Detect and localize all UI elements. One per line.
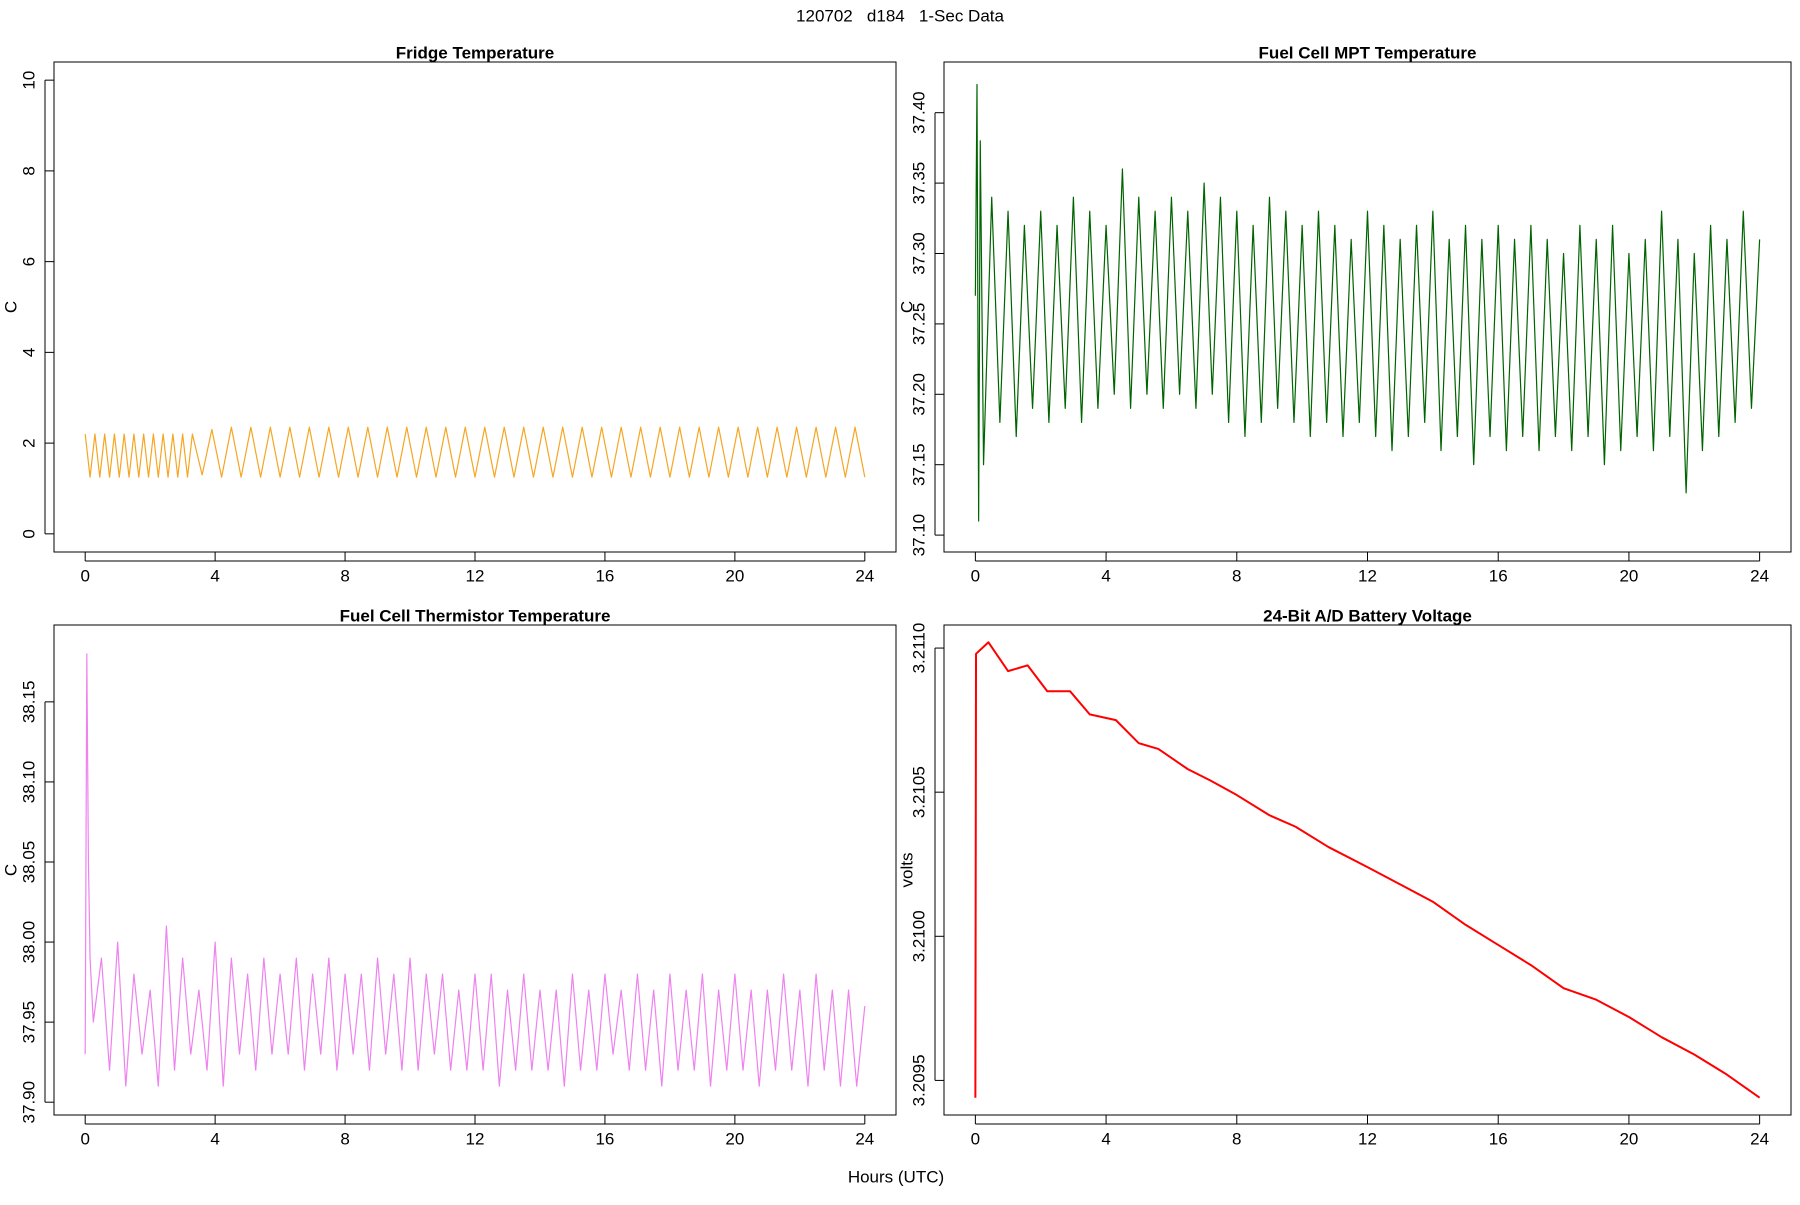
data-line bbox=[84, 426, 866, 478]
panel-title: 24-Bit A/D Battery Voltage bbox=[1263, 606, 1472, 625]
data-line bbox=[974, 641, 1761, 1099]
y-tick-label: 37.15 bbox=[909, 443, 928, 486]
x-tick-label: 0 bbox=[971, 566, 980, 585]
y-tick-label: 3.2100 bbox=[909, 910, 928, 962]
x-tick-label: 8 bbox=[340, 566, 349, 585]
x-tick-label: 20 bbox=[1619, 566, 1638, 585]
data-line bbox=[84, 653, 866, 1087]
y-tick-label: 37.25 bbox=[909, 303, 928, 346]
x-axis-label: Hours (UTC) bbox=[848, 1167, 944, 1186]
y-axis-label: C bbox=[897, 301, 916, 313]
x-tick-label: 8 bbox=[1232, 566, 1241, 585]
x-tick-label: 20 bbox=[725, 566, 744, 585]
x-tick-label: 0 bbox=[80, 1129, 89, 1148]
x-tick-label: 16 bbox=[1489, 566, 1508, 585]
y-tick-label: 37.35 bbox=[909, 162, 928, 205]
x-tick-label: 12 bbox=[466, 566, 485, 585]
y-axis-label: volts bbox=[897, 853, 916, 888]
y-tick-label: 3.2110 bbox=[909, 623, 928, 674]
y-tick-label: 3.2105 bbox=[909, 766, 928, 818]
y-tick-label: 37.95 bbox=[19, 1001, 38, 1044]
x-tick-label: 4 bbox=[1101, 1129, 1110, 1148]
y-tick-label: 37.20 bbox=[909, 373, 928, 416]
y-tick-label: 10 bbox=[19, 71, 38, 90]
x-tick-label: 16 bbox=[1489, 1129, 1508, 1148]
plot-frame bbox=[943, 624, 1792, 1116]
y-tick-label: 38.05 bbox=[19, 841, 38, 884]
x-tick-label: 16 bbox=[595, 1129, 614, 1148]
y-axis-label: C bbox=[1, 301, 20, 313]
x-tick-label: 0 bbox=[80, 566, 89, 585]
x-tick-label: 12 bbox=[1358, 1129, 1377, 1148]
y-tick-label: 2 bbox=[19, 438, 38, 447]
y-tick-label: 3.2095 bbox=[909, 1054, 928, 1106]
x-tick-label: 24 bbox=[855, 566, 874, 585]
figure-title: 120702 d184 1-Sec Data bbox=[796, 6, 1004, 25]
data-line bbox=[974, 83, 1761, 522]
panel-title: Fuel Cell MPT Temperature bbox=[1259, 43, 1477, 62]
y-tick-label: 37.40 bbox=[909, 91, 928, 134]
x-tick-label: 20 bbox=[725, 1129, 744, 1148]
y-tick-label: 37.90 bbox=[19, 1081, 38, 1124]
panel-title: Fridge Temperature bbox=[396, 43, 554, 62]
x-tick-label: 16 bbox=[595, 566, 614, 585]
y-tick-label: 8 bbox=[19, 166, 38, 175]
x-tick-label: 24 bbox=[1750, 1129, 1769, 1148]
x-tick-label: 4 bbox=[210, 566, 219, 585]
x-tick-label: 4 bbox=[210, 1129, 219, 1148]
x-tick-label: 12 bbox=[1358, 566, 1377, 585]
plot-frame bbox=[53, 624, 897, 1116]
y-tick-label: 38.15 bbox=[19, 681, 38, 724]
panel-title: Fuel Cell Thermistor Temperature bbox=[340, 606, 611, 625]
y-tick-label: 0 bbox=[19, 529, 38, 538]
y-tick-label: 37.30 bbox=[909, 232, 928, 275]
y-axis-label: C bbox=[1, 864, 20, 876]
x-tick-label: 12 bbox=[466, 1129, 485, 1148]
y-tick-label: 4 bbox=[19, 348, 38, 357]
x-tick-label: 8 bbox=[1232, 1129, 1241, 1148]
plot-frame bbox=[943, 61, 1792, 553]
x-tick-label: 20 bbox=[1619, 1129, 1638, 1148]
y-tick-label: 38.00 bbox=[19, 921, 38, 964]
x-tick-label: 24 bbox=[855, 1129, 874, 1148]
y-tick-label: 37.10 bbox=[909, 514, 928, 557]
y-tick-label: 6 bbox=[19, 257, 38, 266]
x-tick-label: 0 bbox=[971, 1129, 980, 1148]
x-tick-label: 8 bbox=[340, 1129, 349, 1148]
x-tick-label: 4 bbox=[1101, 566, 1110, 585]
plot-frame bbox=[53, 61, 897, 553]
x-tick-label: 24 bbox=[1750, 566, 1769, 585]
y-tick-label: 38.10 bbox=[19, 761, 38, 804]
